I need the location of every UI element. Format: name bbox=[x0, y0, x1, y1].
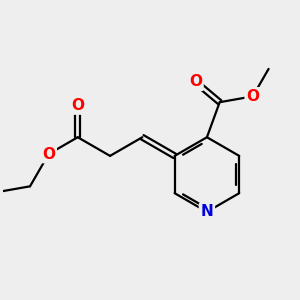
Text: O: O bbox=[189, 74, 202, 89]
Text: O: O bbox=[42, 146, 55, 161]
Text: O: O bbox=[71, 98, 84, 113]
Text: N: N bbox=[201, 204, 213, 219]
Text: O: O bbox=[246, 89, 259, 104]
